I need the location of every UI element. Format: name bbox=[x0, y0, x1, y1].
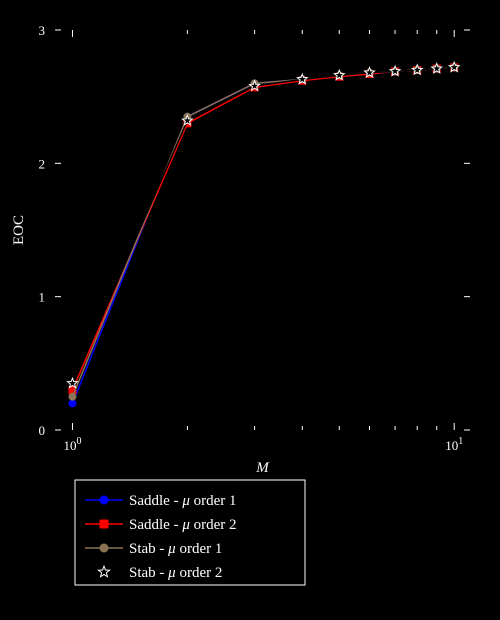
legend-item-0: Saddle - μ order 1 bbox=[129, 493, 237, 509]
series-2 bbox=[68, 63, 458, 400]
chart-container: 100101M0123EOCSaddle - μ order 1Saddle -… bbox=[0, 0, 500, 620]
legend: Saddle - μ order 1 Saddle - μ order 2 Stab… bbox=[75, 480, 305, 585]
svg-text:3: 3 bbox=[39, 23, 46, 38]
legend-item-2: Stab - μ order 1 bbox=[129, 541, 222, 557]
legend-item-1: Saddle - μ order 2 bbox=[129, 517, 237, 533]
series-1 bbox=[68, 63, 458, 394]
svg-text:0: 0 bbox=[39, 423, 46, 438]
x-axis-label: M bbox=[255, 460, 270, 476]
svg-text:100: 100 bbox=[63, 436, 81, 453]
series-0 bbox=[68, 63, 458, 407]
svg-text:2: 2 bbox=[39, 156, 46, 171]
svg-text:101: 101 bbox=[445, 436, 463, 453]
line-chart: 100101M0123EOCSaddle - μ order 1Saddle -… bbox=[0, 0, 500, 620]
legend-item-3: Stab - μ order 2 bbox=[129, 565, 222, 581]
y-axis-label: EOC bbox=[11, 215, 27, 245]
svg-text:1: 1 bbox=[39, 290, 46, 305]
series-3 bbox=[68, 62, 460, 387]
